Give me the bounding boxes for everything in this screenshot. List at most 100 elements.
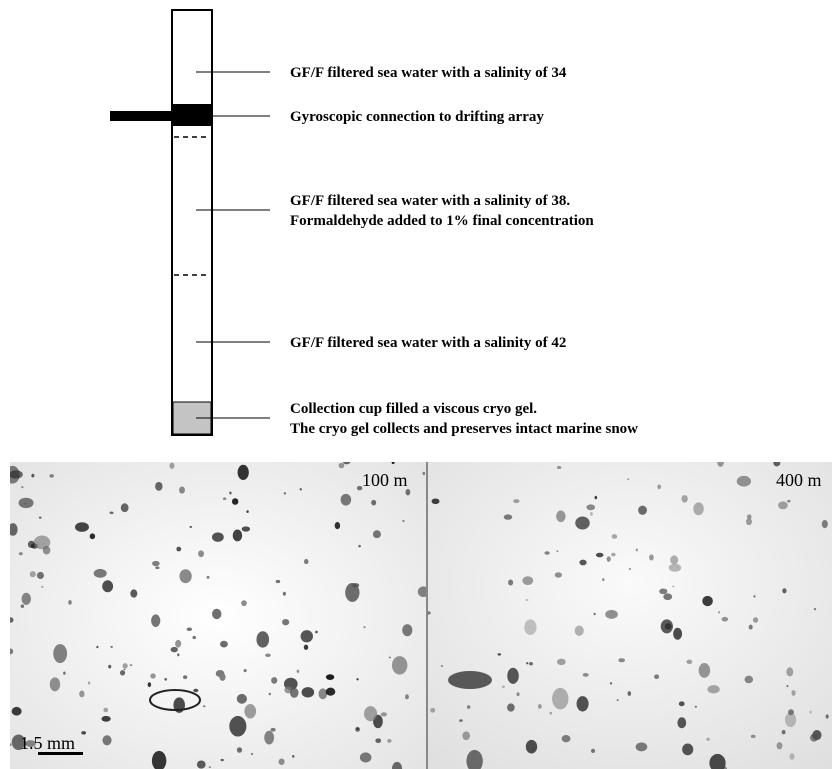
particle bbox=[265, 653, 271, 657]
particle bbox=[577, 696, 589, 711]
particle bbox=[360, 752, 372, 762]
label: Gyroscopic connection to drifting array bbox=[290, 109, 544, 125]
particle bbox=[292, 755, 294, 758]
particle bbox=[241, 600, 247, 606]
particle bbox=[627, 691, 631, 696]
particle bbox=[148, 682, 152, 687]
particle bbox=[341, 494, 352, 506]
particle bbox=[373, 530, 381, 538]
particle bbox=[233, 530, 242, 542]
particle bbox=[467, 705, 470, 709]
particle bbox=[246, 510, 248, 513]
particle bbox=[264, 731, 274, 745]
particle bbox=[681, 495, 687, 503]
particle bbox=[356, 678, 358, 680]
particle bbox=[290, 688, 299, 698]
particle bbox=[812, 730, 821, 740]
particle bbox=[555, 572, 562, 577]
particle bbox=[507, 703, 515, 711]
particle bbox=[636, 742, 648, 751]
particle bbox=[164, 678, 167, 681]
particle bbox=[562, 735, 571, 742]
particle bbox=[586, 504, 595, 510]
particle bbox=[256, 631, 269, 647]
particle bbox=[244, 704, 256, 719]
particle bbox=[88, 681, 90, 684]
particle bbox=[826, 714, 829, 718]
particle bbox=[108, 665, 111, 669]
particle bbox=[517, 692, 520, 696]
particle bbox=[209, 766, 212, 768]
particle bbox=[789, 753, 794, 760]
particle bbox=[304, 645, 308, 650]
particle bbox=[392, 656, 407, 674]
particle bbox=[8, 617, 13, 622]
particle bbox=[575, 625, 584, 635]
particle bbox=[502, 686, 505, 688]
particle bbox=[326, 674, 334, 680]
particle bbox=[432, 498, 440, 504]
depth-label: 100 m bbox=[362, 470, 408, 490]
particle bbox=[814, 608, 816, 610]
particle bbox=[594, 613, 596, 616]
particle bbox=[737, 476, 751, 487]
particle bbox=[405, 694, 409, 699]
particle bbox=[717, 458, 724, 467]
particle bbox=[315, 631, 318, 634]
particle bbox=[103, 708, 108, 713]
particle bbox=[702, 596, 713, 606]
particle bbox=[786, 685, 788, 687]
particle bbox=[220, 641, 228, 648]
particle bbox=[276, 580, 280, 583]
particle bbox=[822, 520, 828, 528]
particle bbox=[283, 592, 286, 596]
label: GF/F filtered sea water with a salinity … bbox=[290, 65, 567, 81]
particle bbox=[219, 673, 225, 681]
particle bbox=[101, 716, 110, 722]
particle bbox=[695, 706, 697, 708]
particle bbox=[364, 706, 377, 721]
particle bbox=[375, 738, 381, 743]
particle bbox=[706, 738, 710, 741]
particle bbox=[538, 704, 542, 709]
particle bbox=[176, 547, 181, 552]
particle bbox=[242, 526, 250, 531]
particle bbox=[179, 486, 185, 493]
micrograph-100m bbox=[6, 460, 430, 769]
particle bbox=[693, 502, 703, 515]
particle bbox=[522, 576, 533, 585]
particle bbox=[529, 662, 533, 665]
particle bbox=[544, 551, 549, 554]
particle bbox=[212, 532, 224, 541]
particle bbox=[786, 667, 793, 676]
particle bbox=[462, 731, 470, 740]
particle bbox=[787, 500, 790, 503]
particle bbox=[448, 671, 492, 689]
particle bbox=[130, 664, 133, 666]
particle bbox=[747, 514, 752, 519]
particle bbox=[389, 657, 391, 659]
micrograph-400m bbox=[426, 458, 832, 769]
particle bbox=[301, 630, 313, 642]
particle bbox=[773, 459, 780, 466]
particle bbox=[557, 659, 566, 665]
particle bbox=[751, 735, 756, 738]
particle bbox=[699, 663, 711, 678]
particle bbox=[745, 676, 754, 684]
particle bbox=[423, 472, 426, 475]
particle bbox=[175, 640, 181, 648]
particle bbox=[109, 512, 113, 515]
particle bbox=[782, 730, 786, 734]
particle bbox=[220, 759, 223, 761]
sediment-trap bbox=[110, 10, 270, 435]
labels: GF/F filtered sea water with a salinity … bbox=[290, 65, 638, 437]
particle bbox=[270, 728, 275, 732]
particle bbox=[605, 610, 618, 619]
particle bbox=[21, 605, 24, 608]
particle bbox=[524, 619, 536, 635]
particle bbox=[629, 568, 631, 570]
particle bbox=[319, 688, 328, 699]
particle bbox=[8, 523, 17, 536]
particle bbox=[612, 534, 618, 539]
particle bbox=[654, 674, 659, 679]
